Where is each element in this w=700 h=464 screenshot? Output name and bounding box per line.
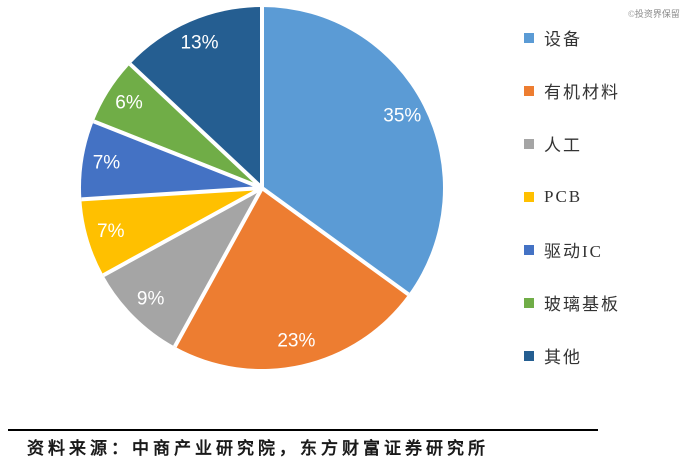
pie-chart: 35% 23% 9% 7% 7% 6% 13% [81,7,443,369]
pie-slice-1 [174,188,409,369]
legend-item: 其他 [524,329,694,382]
legend-item: 驱动IC [524,223,694,276]
legend-item: PCB [524,170,694,223]
slice-separator [173,187,264,348]
legend-item: 有机材料 [524,64,694,117]
legend-label: 设备 [544,30,582,49]
slice-separator [92,119,263,190]
slice-percent-label: 35% [383,106,421,127]
slice-percent-label: 7% [97,221,125,242]
slice-separator [128,62,264,190]
legend-swatch [524,85,534,96]
legend-label: 人工 [544,136,582,155]
legend-item: 人工 [524,117,694,170]
watermark: ©投资界保留 [628,9,680,19]
legend-item: 设备 [524,11,694,64]
slice-separator [81,186,263,202]
legend-label: PCB [544,186,583,206]
slice-percent-label: 7% [93,152,121,173]
legend: 设备 有机材料 人工 PCB 驱动IC 玻璃基板 其他 [524,11,694,382]
legend-label: 驱动IC [544,242,603,261]
legend-swatch [524,191,534,202]
legend-swatch [524,138,534,149]
pie-slice-0 [262,7,443,295]
legend-label: 有机材料 [544,83,620,102]
pie-slice-2 [103,188,262,347]
legend-swatch [524,350,534,361]
source-note: 资料来源：中商产业研究院，东方财富证券研究所 [27,439,489,458]
source-divider [8,429,598,431]
legend-swatch [524,32,534,43]
pie-slice-4 [81,121,263,200]
slice-percent-label: 23% [277,331,315,352]
slice-separator [102,186,263,277]
slice-percent-label: 13% [180,32,218,53]
legend-swatch [524,297,534,308]
legend-swatch [524,244,534,255]
slice-percent-label: 9% [137,288,165,309]
pie-slice-6 [130,7,262,188]
slice-separator [260,186,410,297]
pie-slice-3 [81,188,262,276]
legend-label: 其他 [544,348,582,367]
slice-percent-label: 6% [115,93,143,114]
legend-item: 玻璃基板 [524,276,694,329]
pie-slice-5 [93,64,263,188]
legend-label: 玻璃基板 [544,295,620,314]
